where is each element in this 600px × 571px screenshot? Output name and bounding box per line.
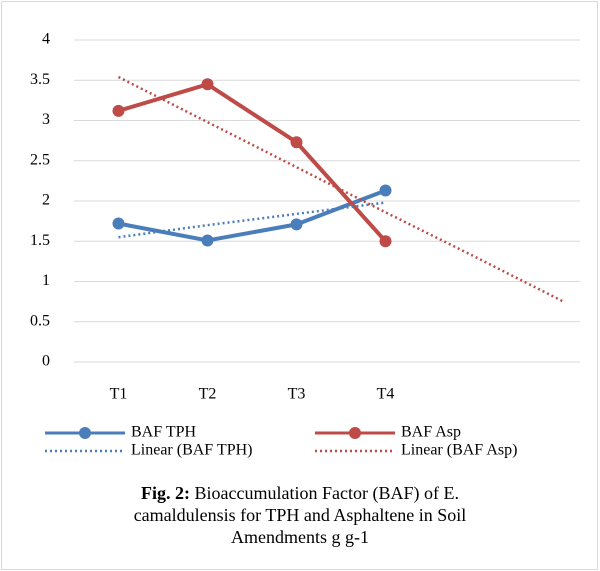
x-tick-label: T2: [199, 386, 217, 403]
x-tick-label: T3: [288, 386, 306, 403]
point: [112, 217, 125, 230]
legend-label: Linear (BAF TPH): [131, 442, 252, 459]
point: [290, 136, 303, 149]
x-tick-label: T4: [377, 386, 395, 403]
point: [379, 184, 392, 197]
point: [290, 218, 303, 231]
y-tick-label: 0.5: [30, 312, 50, 329]
x-tick-label: T1: [110, 386, 128, 403]
y-tick-label: 3: [42, 111, 50, 128]
y-tick-label: 2: [42, 192, 50, 209]
y-tick-label: 1.5: [30, 232, 50, 249]
point: [201, 234, 214, 247]
y-tick-label: 0: [42, 353, 50, 370]
legend-label: BAF Asp: [401, 424, 461, 441]
y-tick-label: 4: [42, 31, 50, 48]
point: [379, 235, 392, 248]
point: [201, 78, 214, 91]
series-line: [117, 82, 387, 243]
caption: Fig. 2: Bioaccumulation Factor (BAF) of …: [110, 482, 490, 548]
y-tick-label: 2.5: [30, 151, 50, 168]
legend-label: Linear (BAF Asp): [401, 442, 517, 459]
legend-marker: [349, 427, 361, 439]
y-tick-label: 3.5: [30, 71, 50, 88]
legend-label: BAF TPH: [131, 424, 197, 441]
series-line: [117, 75, 565, 303]
legend-marker: [79, 427, 91, 439]
point: [112, 104, 125, 117]
caption-label: Fig. 2:: [141, 483, 191, 503]
series-line: [118, 188, 387, 243]
y-tick-label: 1: [42, 272, 50, 289]
caption-text: Bioaccumulation Factor (BAF) of E. camal…: [133, 483, 467, 547]
